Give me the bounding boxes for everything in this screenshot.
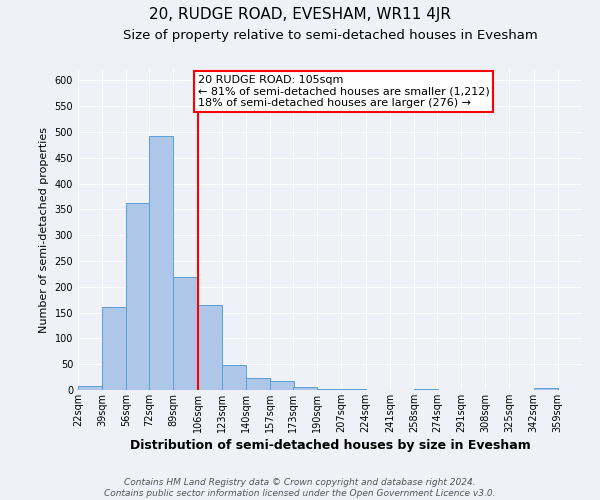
Bar [173,278,197,390]
Bar [246,378,270,390]
Bar [533,388,558,390]
Bar [102,307,127,390]
Text: Contains HM Land Registry data © Crown copyright and database right 2024.
Contai: Contains HM Land Registry data © Crown c… [104,478,496,498]
Title: Size of property relative to semi-detached houses in Evesham: Size of property relative to semi-detach… [122,30,538,43]
Bar [270,380,295,390]
X-axis label: Distribution of semi-detached houses by size in Evesham: Distribution of semi-detached houses by … [130,439,530,452]
Y-axis label: Number of semi-detached properties: Number of semi-detached properties [39,127,49,333]
Bar [222,364,246,390]
Bar [149,136,173,390]
Bar [293,387,317,390]
Bar [317,389,341,390]
Bar [197,306,222,390]
Bar [414,389,438,390]
Bar [78,386,102,390]
Text: 20, RUDGE ROAD, EVESHAM, WR11 4JR: 20, RUDGE ROAD, EVESHAM, WR11 4JR [149,8,451,22]
Text: 20 RUDGE ROAD: 105sqm
← 81% of semi-detached houses are smaller (1,212)
18% of s: 20 RUDGE ROAD: 105sqm ← 81% of semi-deta… [197,75,490,108]
Bar [127,203,151,390]
